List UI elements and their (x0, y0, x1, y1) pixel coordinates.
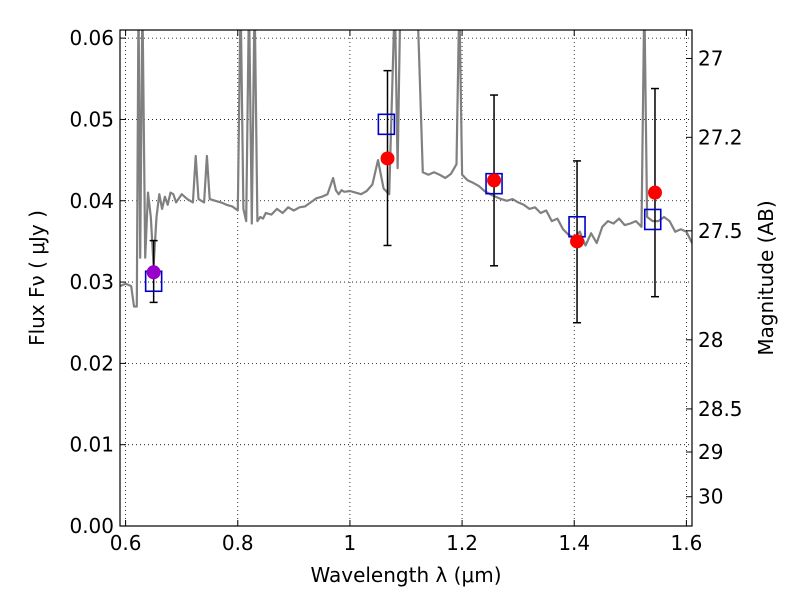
y2-tick-label: 27.2 (698, 125, 743, 149)
observed-point (570, 234, 585, 249)
x-tick-label: 1 (344, 531, 357, 555)
x-tick-label: 1.4 (558, 531, 590, 555)
observed-point (146, 265, 161, 280)
observed-points-series (146, 151, 662, 280)
errorbar-series (149, 69, 659, 324)
y-tick-label: 0.00 (69, 514, 114, 538)
y-tick-label: 0.05 (69, 107, 114, 131)
axis-ticks (120, 30, 692, 527)
x-tick-label: 1.6 (670, 531, 702, 555)
x-tick-label: 0.6 (110, 531, 142, 555)
x-tick-label: 1.2 (446, 531, 478, 555)
model-point (377, 113, 396, 136)
y2-tick-label: 29 (698, 440, 723, 464)
grid-lines (120, 30, 692, 527)
y-tick-label: 0.03 (69, 270, 114, 294)
y2-tick-label: 27.5 (698, 219, 743, 243)
y2-tick-label: 30 (698, 485, 723, 509)
x-tick-label: 0.8 (222, 531, 254, 555)
observed-point (647, 185, 662, 200)
spectrum-series (120, 30, 692, 308)
y-tick-label: 0.02 (69, 351, 114, 375)
y-tick-label: 0.04 (69, 189, 114, 213)
spectrum-line (120, 30, 692, 308)
y-tick-label: 0.01 (69, 433, 114, 457)
y2-tick-label: 27 (698, 46, 723, 70)
y2-tick-label: 28.5 (698, 397, 743, 421)
model-point (643, 208, 662, 231)
observed-point (487, 173, 502, 188)
tick-labels: 0.6 0.8 1 1.2 1.4 1.6 0.00 0.01 0.02 0.03 0.04 0.05… (69, 26, 742, 555)
y-tick-label: 0.06 (69, 26, 114, 50)
plot-frame (119, 29, 693, 527)
y2-tick-label: 28 (698, 328, 723, 352)
y2-axis-title: Magnitude (AB) (754, 200, 778, 355)
observed-point (380, 151, 395, 166)
x-axis-title: Wavelength λ (μm) (310, 563, 501, 587)
y-axis-title: Flux Fν ( μJy ) (25, 210, 49, 346)
